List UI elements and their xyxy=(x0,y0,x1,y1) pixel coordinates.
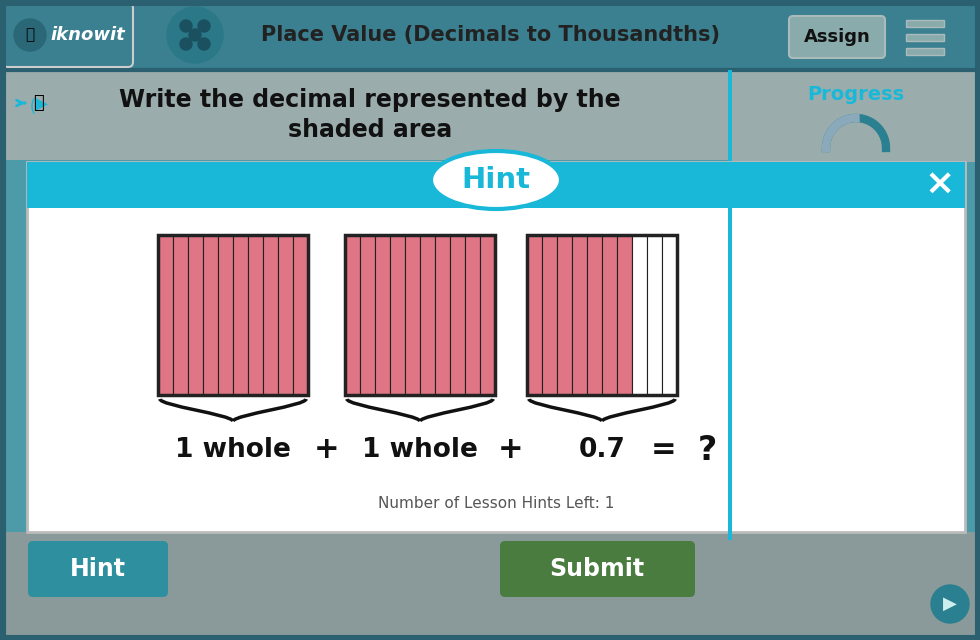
Text: shaded area: shaded area xyxy=(288,118,452,142)
Bar xyxy=(390,235,405,395)
Circle shape xyxy=(198,38,210,50)
Bar xyxy=(450,235,465,395)
Bar xyxy=(233,235,248,395)
Bar xyxy=(732,70,980,162)
Text: 🔊: 🔊 xyxy=(32,94,43,112)
Bar xyxy=(158,235,173,395)
Text: ×: × xyxy=(925,167,956,201)
Bar xyxy=(542,235,557,395)
Bar xyxy=(587,235,602,395)
Bar xyxy=(188,235,203,395)
Bar xyxy=(278,235,293,395)
Bar xyxy=(557,235,572,395)
FancyBboxPatch shape xyxy=(500,541,695,597)
Bar xyxy=(647,235,662,395)
Bar xyxy=(527,235,677,395)
Bar xyxy=(728,162,732,540)
Bar xyxy=(435,235,450,395)
Bar xyxy=(375,235,390,395)
Text: Number of Lesson Hints Left: 1: Number of Lesson Hints Left: 1 xyxy=(378,497,614,511)
Bar xyxy=(293,235,308,395)
Bar xyxy=(617,235,632,395)
Text: 💡: 💡 xyxy=(25,28,34,42)
Bar xyxy=(173,235,188,395)
Bar xyxy=(465,235,480,395)
Bar xyxy=(527,235,542,395)
Bar xyxy=(218,235,233,395)
Circle shape xyxy=(167,7,223,63)
Text: Assign: Assign xyxy=(804,28,870,46)
Bar xyxy=(572,235,587,395)
Bar xyxy=(632,235,647,395)
Text: Write the decimal represented by the: Write the decimal represented by the xyxy=(120,88,620,112)
Bar xyxy=(158,235,308,395)
Text: Place Value (Decimals to Thousandths): Place Value (Decimals to Thousandths) xyxy=(261,25,719,45)
Circle shape xyxy=(180,20,192,32)
FancyBboxPatch shape xyxy=(789,16,885,58)
Bar xyxy=(0,532,980,640)
Bar xyxy=(0,0,980,70)
Circle shape xyxy=(180,38,192,50)
Text: ▶: ▶ xyxy=(943,595,956,613)
Bar xyxy=(405,235,420,395)
Text: =: = xyxy=(651,435,677,465)
Bar xyxy=(0,0,980,70)
Bar xyxy=(345,235,360,395)
Bar xyxy=(662,235,677,395)
Text: 0.7: 0.7 xyxy=(578,437,625,463)
Bar xyxy=(263,235,278,395)
Circle shape xyxy=(198,20,210,32)
Text: Submit: Submit xyxy=(550,557,645,581)
Circle shape xyxy=(14,19,46,51)
Bar xyxy=(248,235,263,395)
Bar xyxy=(27,162,965,532)
Text: 1 whole: 1 whole xyxy=(362,437,478,463)
Circle shape xyxy=(931,585,969,623)
Bar xyxy=(906,20,944,27)
Bar xyxy=(906,34,944,41)
Text: ◀): ◀) xyxy=(28,94,48,112)
Text: Hint: Hint xyxy=(462,166,530,194)
Text: +: + xyxy=(498,435,524,465)
Text: iknowit: iknowit xyxy=(51,26,125,44)
Ellipse shape xyxy=(431,151,561,209)
Text: Hint: Hint xyxy=(70,557,126,581)
Bar xyxy=(906,48,944,55)
FancyBboxPatch shape xyxy=(28,541,168,597)
Bar xyxy=(360,235,375,395)
Bar xyxy=(728,70,732,162)
Bar xyxy=(602,235,617,395)
Text: 1 whole: 1 whole xyxy=(175,437,291,463)
Text: ?: ? xyxy=(698,433,716,467)
Text: +: + xyxy=(314,435,339,465)
Bar xyxy=(345,235,495,395)
Bar xyxy=(420,235,435,395)
Bar xyxy=(480,235,495,395)
Bar xyxy=(27,162,965,208)
FancyBboxPatch shape xyxy=(3,3,133,67)
Bar xyxy=(0,70,730,160)
Text: Progress: Progress xyxy=(808,86,905,104)
Circle shape xyxy=(189,29,201,41)
Bar xyxy=(203,235,218,395)
